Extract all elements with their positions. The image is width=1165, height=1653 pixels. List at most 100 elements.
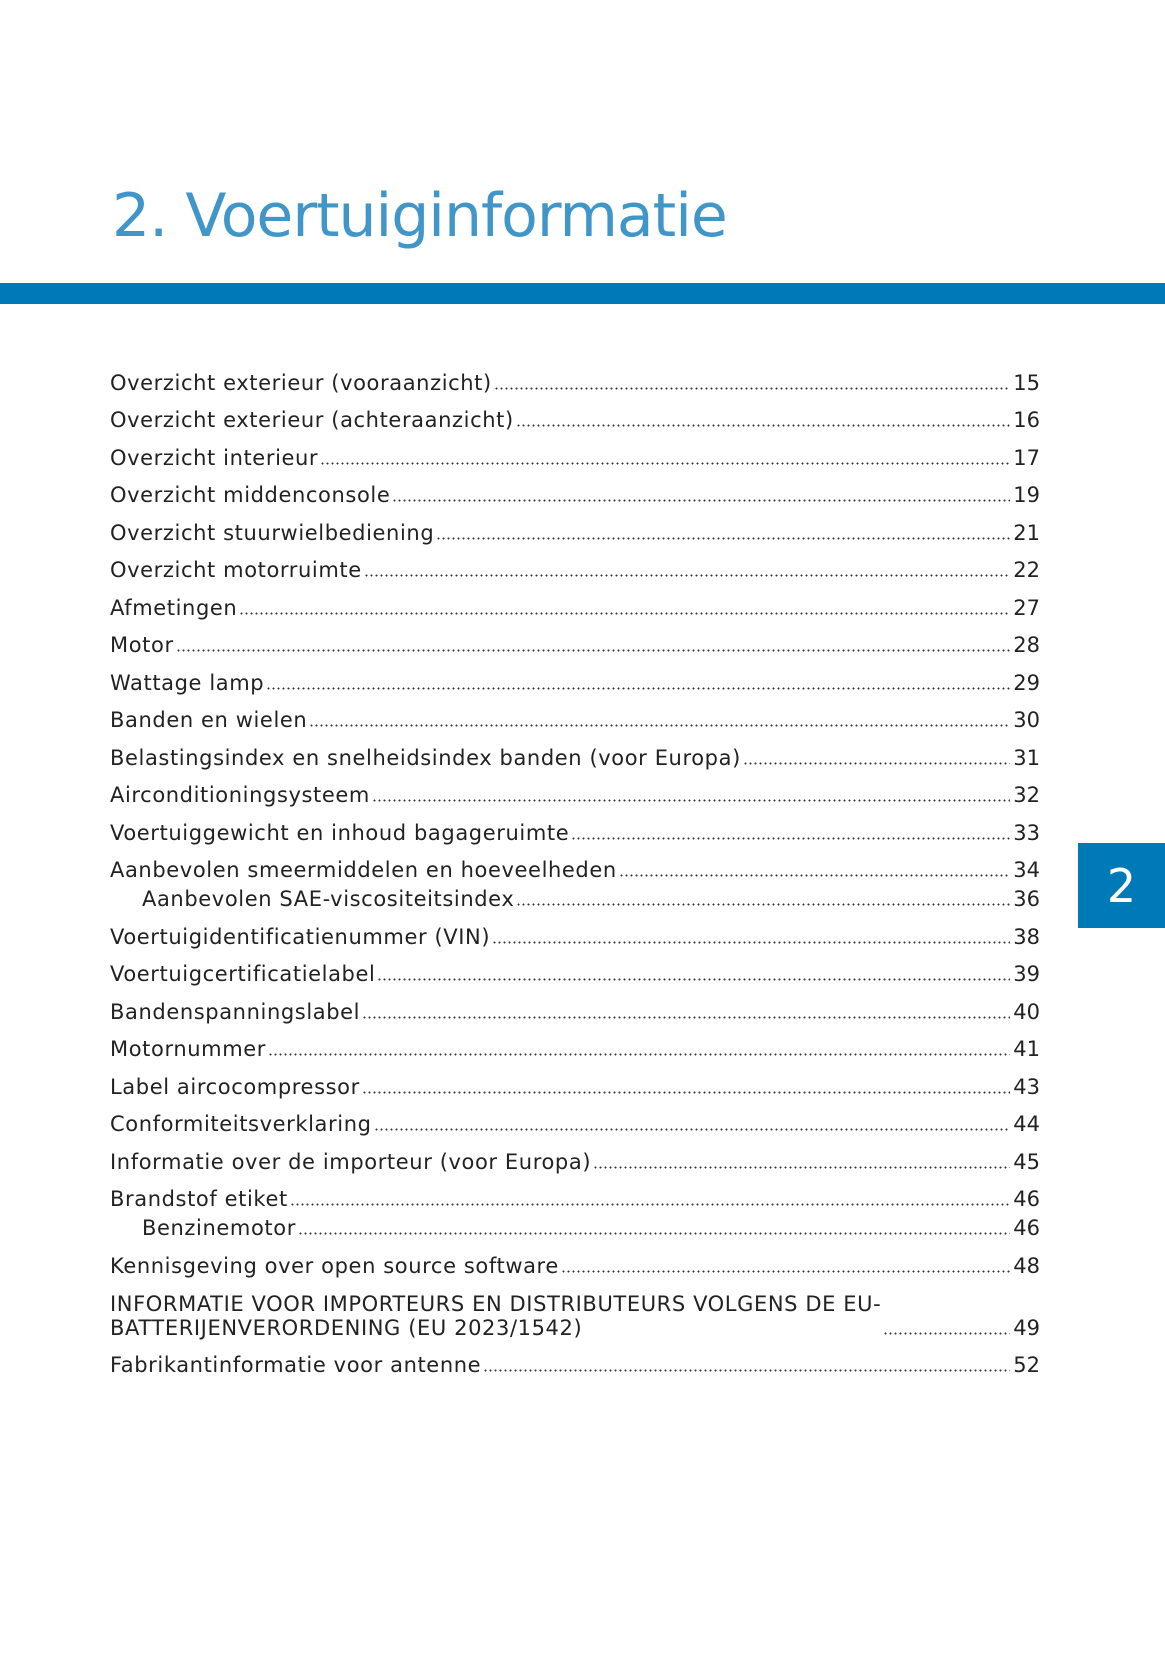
dot-leader bbox=[363, 574, 1011, 577]
toc-entry-page: 40 bbox=[1013, 999, 1040, 1024]
toc-entry[interactable]: Aanbevolen smeermiddelen en hoeveelheden… bbox=[110, 845, 1040, 882]
toc-entry-title: Wattage lamp bbox=[110, 670, 265, 695]
toc-entry[interactable]: Belastingsindex en snelheidsindex banden… bbox=[110, 732, 1040, 770]
toc-entry[interactable]: Kennisgeving over open source software 48 bbox=[110, 1240, 1040, 1278]
dot-leader bbox=[266, 686, 1011, 690]
dot-leader bbox=[483, 1369, 1011, 1372]
toc-entry-title: Fabrikantinformatie voor antenne bbox=[110, 1353, 482, 1377]
dot-leader bbox=[362, 1015, 1011, 1019]
toc-entry[interactable]: Voertuigcertificatielabel 39 bbox=[110, 949, 1040, 986]
toc-entry-title: Informatie over de importeur (voor Europ… bbox=[110, 1149, 592, 1174]
toc-entry[interactable]: Wattage lamp 29 bbox=[110, 657, 1040, 695]
toc-entry-title: Overzicht exterieur (achteraanzicht) bbox=[110, 408, 514, 432]
toc-entry[interactable]: Overzicht motorruimte 22 bbox=[110, 545, 1040, 582]
toc-entry[interactable]: Airconditioningsysteem 32 bbox=[110, 770, 1040, 807]
toc-entry-title: Overzicht interieur bbox=[110, 445, 319, 470]
toc-entry-title: Kennisgeving over open source software bbox=[110, 1253, 559, 1278]
toc-entry[interactable]: Conformiteitsverklaring 44 bbox=[110, 1099, 1040, 1136]
chapter-tab[interactable]: 2 bbox=[1078, 843, 1165, 928]
toc-entry-title: Label aircocompressor bbox=[110, 1074, 360, 1099]
toc-entry-title: Afmetingen bbox=[110, 595, 238, 620]
dot-leader bbox=[392, 499, 1011, 502]
toc-entry-page: 49 bbox=[1013, 1315, 1040, 1340]
toc-entry-page: 43 bbox=[1013, 1074, 1040, 1099]
dot-leader bbox=[618, 874, 1011, 877]
toc-entry-title: Aanbevolen smeermiddelen en hoeveelheden bbox=[110, 858, 617, 882]
dot-leader bbox=[239, 611, 1011, 615]
toc-entry[interactable]: Brandstof etiket 46 bbox=[110, 1174, 1040, 1211]
dot-leader bbox=[377, 978, 1011, 981]
toc-entry-title: Voertuiggewicht en inhoud bagageruimte bbox=[110, 820, 570, 845]
toc-entry-page: 52 bbox=[1013, 1353, 1040, 1377]
toc-entry[interactable]: Fabrikantinformatie voor antenne 52 bbox=[110, 1340, 1040, 1377]
toc-entry-page: 34 bbox=[1013, 858, 1040, 882]
toc-entry[interactable]: Overzicht middenconsole 19 bbox=[110, 470, 1040, 507]
toc-entry[interactable]: Motornummer 41 bbox=[110, 1024, 1040, 1061]
toc-entry-title: Overzicht middenconsole bbox=[110, 483, 391, 507]
toc-entry-page: 29 bbox=[1013, 670, 1040, 695]
dot-leader bbox=[571, 836, 1011, 840]
toc-entry-page: 17 bbox=[1013, 445, 1040, 470]
toc-entry[interactable]: Banden en wielen 30 bbox=[110, 695, 1040, 732]
toc-entry-title: Conformiteitsverklaring bbox=[110, 1112, 372, 1136]
dot-leader bbox=[560, 1269, 1011, 1273]
toc-entry-page: 30 bbox=[1013, 708, 1040, 732]
toc-entry[interactable]: Informatie over de importeur (voor Europ… bbox=[110, 1136, 1040, 1174]
toc-entry-title: Aanbevolen SAE-viscositeitsindex bbox=[142, 887, 515, 911]
toc-entry-page: 33 bbox=[1013, 820, 1040, 845]
dot-leader bbox=[175, 649, 1011, 652]
dot-leader bbox=[493, 386, 1011, 390]
toc-entry-page: 28 bbox=[1013, 633, 1040, 657]
toc-entry[interactable]: INFORMATIE VOOR IMPORTEURS EN DISTRIBUTE… bbox=[110, 1278, 1040, 1340]
toc-entry[interactable]: Overzicht exterieur (vooraanzicht) 15 bbox=[110, 357, 1040, 395]
toc-entry-page: 22 bbox=[1013, 558, 1040, 582]
toc-entry-title: Motor bbox=[110, 633, 174, 657]
toc-entry[interactable]: Voertuigidentificatienummer (VIN) 38 bbox=[110, 911, 1040, 949]
dot-leader bbox=[516, 903, 1011, 906]
dot-leader bbox=[297, 1232, 1011, 1235]
toc-entry[interactable]: Bandenspanningslabel 40 bbox=[110, 986, 1040, 1024]
toc-entry-title: Motornummer bbox=[110, 1037, 266, 1061]
chapter-title: 2. Voertuiginformatie bbox=[112, 181, 728, 251]
chapter-header-bar bbox=[0, 283, 1165, 304]
dot-leader bbox=[742, 761, 1011, 765]
dot-leader bbox=[515, 424, 1011, 427]
toc-entry-page: 41 bbox=[1013, 1037, 1040, 1061]
toc-entry[interactable]: Overzicht stuurwielbediening 21 bbox=[110, 507, 1040, 545]
toc-entry-title: INFORMATIE VOOR IMPORTEURS EN DISTRIBUTE… bbox=[110, 1291, 882, 1340]
toc-entry-title: Banden en wielen bbox=[110, 708, 308, 732]
toc-entry[interactable]: Overzicht interieur 17 bbox=[110, 432, 1040, 470]
toc-entry-page: 15 bbox=[1013, 370, 1040, 395]
toc-entry-title: Voertuigcertificatielabel bbox=[110, 962, 376, 986]
toc-entry-page: 16 bbox=[1013, 408, 1040, 432]
toc-entry-page: 48 bbox=[1013, 1253, 1040, 1278]
toc-entry-page: 38 bbox=[1013, 924, 1040, 949]
toc-entry[interactable]: Afmetingen 27 bbox=[110, 582, 1040, 620]
toc-entry-page: 44 bbox=[1013, 1112, 1040, 1136]
toc-entry[interactable]: Aanbevolen SAE-viscositeitsindex 36 bbox=[110, 874, 1040, 911]
dot-leader bbox=[373, 1128, 1011, 1131]
dot-leader bbox=[309, 724, 1011, 727]
toc-entry-title: Overzicht stuurwielbediening bbox=[110, 520, 435, 545]
toc-entry-title: Voertuigidentificatienummer (VIN) bbox=[110, 924, 491, 949]
toc-entry-page: 46 bbox=[1013, 1216, 1040, 1240]
dot-leader bbox=[492, 940, 1011, 944]
toc-entry-page: 36 bbox=[1013, 887, 1040, 911]
toc-entry[interactable]: Voertuiggewicht en inhoud bagageruimte 33 bbox=[110, 807, 1040, 845]
dot-leader bbox=[436, 536, 1011, 540]
toc-entry-title: Overzicht exterieur (vooraanzicht) bbox=[110, 370, 492, 395]
toc-entry-page: 31 bbox=[1013, 745, 1040, 770]
table-of-contents: Overzicht exterieur (vooraanzicht) 15 Over… bbox=[110, 357, 1040, 1378]
dot-leader bbox=[883, 1331, 1011, 1335]
toc-entry[interactable]: Benzinemotor 46 bbox=[110, 1203, 1040, 1240]
toc-entry[interactable]: Overzicht exterieur (achteraanzicht) 16 bbox=[110, 395, 1040, 432]
toc-entry-title: Benzinemotor bbox=[142, 1216, 296, 1240]
toc-entry-page: 27 bbox=[1013, 595, 1040, 620]
toc-entry-page: 32 bbox=[1013, 783, 1040, 807]
dot-leader bbox=[320, 461, 1011, 465]
toc-entry-page: 45 bbox=[1013, 1149, 1040, 1174]
toc-entry[interactable]: Motor 28 bbox=[110, 620, 1040, 657]
toc-entry-title: Overzicht motorruimte bbox=[110, 558, 362, 582]
toc-entry-page: 46 bbox=[1013, 1187, 1040, 1211]
toc-entry[interactable]: Label aircocompressor 43 bbox=[110, 1061, 1040, 1099]
